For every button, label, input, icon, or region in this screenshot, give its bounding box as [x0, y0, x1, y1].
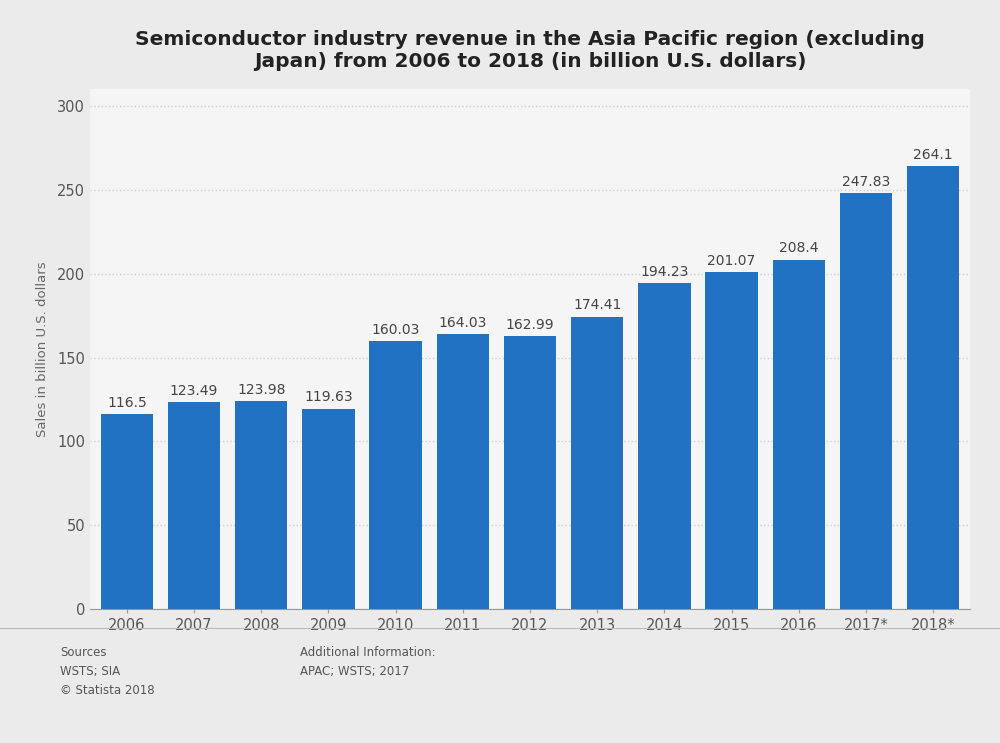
Text: 116.5: 116.5 — [107, 395, 147, 409]
Bar — [907, 166, 959, 609]
Title: Semiconductor industry revenue in the Asia Pacific region (excluding
Japan) from: Semiconductor industry revenue in the As… — [135, 30, 925, 71]
Text: 162.99: 162.99 — [506, 317, 554, 331]
Text: Additional Information:
APAC; WSTS; 2017: Additional Information: APAC; WSTS; 2017 — [300, 646, 436, 678]
Text: 264.1: 264.1 — [913, 148, 953, 162]
Text: 164.03: 164.03 — [439, 316, 487, 330]
Bar — [571, 317, 623, 609]
Bar — [504, 336, 556, 609]
Text: 174.41: 174.41 — [573, 299, 621, 313]
Text: 201.07: 201.07 — [707, 253, 756, 267]
Bar — [369, 341, 422, 609]
Bar — [235, 401, 287, 609]
Text: 247.83: 247.83 — [842, 175, 890, 189]
Bar — [101, 414, 153, 609]
Bar — [437, 334, 489, 609]
Text: 123.98: 123.98 — [237, 383, 286, 397]
Text: 160.03: 160.03 — [371, 322, 420, 337]
Text: Sources
WSTS; SIA
© Statista 2018: Sources WSTS; SIA © Statista 2018 — [60, 646, 155, 698]
Y-axis label: Sales in billion U.S. dollars: Sales in billion U.S. dollars — [36, 262, 49, 437]
Text: 208.4: 208.4 — [779, 241, 818, 256]
Bar — [638, 283, 691, 609]
Bar — [302, 409, 355, 609]
Bar — [840, 193, 892, 609]
Text: 123.49: 123.49 — [170, 384, 218, 398]
Text: 119.63: 119.63 — [304, 390, 353, 404]
Text: 194.23: 194.23 — [640, 265, 689, 279]
Bar — [773, 259, 825, 609]
Bar — [705, 272, 758, 609]
Bar — [168, 402, 220, 609]
